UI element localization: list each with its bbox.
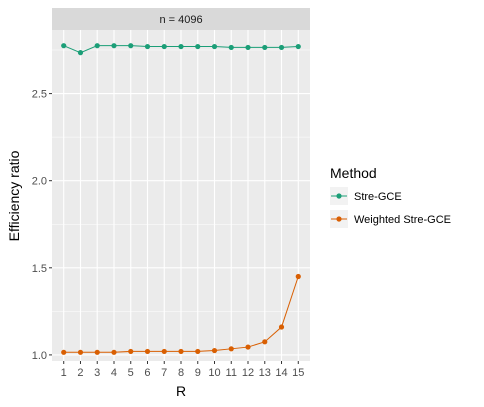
x-tick-label: 14 xyxy=(275,367,287,379)
x-tick-label: 13 xyxy=(259,367,271,379)
data-point xyxy=(144,43,151,50)
legend-label: Stre-GCE xyxy=(354,191,402,203)
legend: Method Stre-GCE Weighted Stre-GCE xyxy=(330,165,451,228)
legend-label: Weighted Stre-GCE xyxy=(354,214,451,226)
y-tick-label: 2.0 xyxy=(32,176,47,188)
data-point xyxy=(228,346,234,352)
x-tick-label: 6 xyxy=(144,367,150,379)
legend-title: Method xyxy=(330,165,377,181)
data-point xyxy=(228,44,234,51)
grid-lines xyxy=(52,30,310,361)
x-tick-label: 11 xyxy=(226,367,237,379)
data-point xyxy=(61,349,67,355)
data-point xyxy=(161,348,167,355)
data-point xyxy=(211,347,218,354)
data-point xyxy=(61,43,67,49)
data-point xyxy=(262,339,268,345)
y-axis: 1.0 1.5 2.0 2.5 xyxy=(32,89,52,362)
x-tick-label: 4 xyxy=(111,367,117,379)
data-point xyxy=(94,349,100,355)
data-point xyxy=(128,348,134,355)
x-tick-label: 7 xyxy=(161,367,167,379)
data-point xyxy=(195,43,201,50)
x-axis: 1 2 3 4 5 6 7 8 9 10 11 12 13 14 15 xyxy=(61,361,304,379)
x-tick-label: 3 xyxy=(94,367,100,379)
x-tick-label: 5 xyxy=(128,367,134,379)
data-point xyxy=(178,43,184,50)
data-point xyxy=(94,43,100,49)
x-tick-label: 10 xyxy=(208,367,220,379)
data-point xyxy=(295,273,301,280)
data-point xyxy=(77,50,84,56)
y-tick-label: 1.5 xyxy=(32,263,47,275)
data-point xyxy=(211,43,218,50)
y-tick-label: 2.5 xyxy=(32,89,47,101)
x-tick-label: 2 xyxy=(77,367,83,379)
x-tick-label: 9 xyxy=(195,367,201,379)
data-point xyxy=(195,348,201,355)
y-tick-label: 1.0 xyxy=(32,350,47,362)
data-point xyxy=(245,44,251,51)
data-point xyxy=(111,349,117,355)
facet-strip xyxy=(52,8,310,30)
data-point xyxy=(245,344,251,350)
series-layer xyxy=(61,43,301,355)
data-point xyxy=(161,43,167,50)
data-point xyxy=(111,43,117,49)
data-point xyxy=(144,348,151,355)
x-tick-label: 12 xyxy=(242,367,254,379)
legend-key-point xyxy=(336,193,342,199)
y-axis-title: Efficiency ratio xyxy=(6,150,22,241)
legend-key-point xyxy=(336,216,342,222)
data-point xyxy=(128,43,134,49)
x-tick-label: 8 xyxy=(178,367,184,379)
x-tick-label: 15 xyxy=(292,367,304,379)
data-point xyxy=(178,348,184,355)
data-point xyxy=(278,44,285,51)
data-point xyxy=(278,324,285,330)
x-axis-title: R xyxy=(176,383,186,399)
data-point xyxy=(77,349,84,355)
data-point xyxy=(262,44,268,51)
data-point xyxy=(295,43,301,50)
x-tick-label: 1 xyxy=(61,367,67,379)
facet-strip-label: n = 4096 xyxy=(159,14,202,26)
